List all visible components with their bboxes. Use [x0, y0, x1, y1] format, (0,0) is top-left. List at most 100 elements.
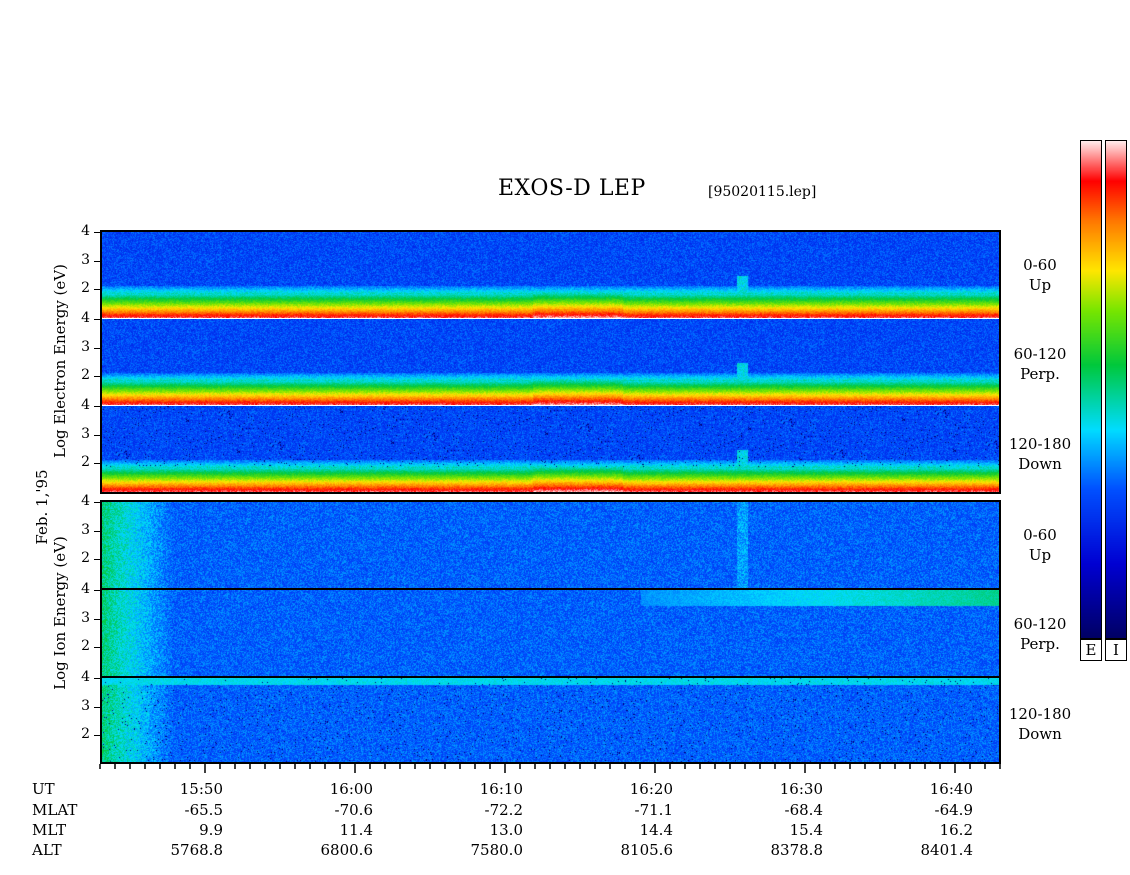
spectrogram-electron-down [102, 406, 999, 492]
ephemeris-value: -72.2 [484, 801, 523, 819]
y-tick-mark [94, 406, 100, 407]
time-axis [99, 764, 1001, 773]
ephemeris-row-label: UT [32, 780, 55, 798]
y-tick-label: 3 [81, 697, 90, 714]
y-tick-mark [94, 434, 100, 436]
spectrogram-ion-down [102, 678, 999, 762]
ephemeris-value: 7580.0 [470, 841, 524, 859]
channel-direction: Perp. [1020, 365, 1060, 383]
y-tick-mark [94, 260, 100, 262]
y-tick-mark [94, 706, 100, 708]
channel-label: 60-120 Perp. [1000, 344, 1080, 384]
chart-title: EXOS-D LEP [498, 176, 646, 201]
channel-pitch: 120-180 [1008, 435, 1072, 453]
channel-pitch: 60-120 [1013, 615, 1067, 633]
y-tick-label: 2 [81, 726, 90, 743]
colorbar-electron [1081, 141, 1101, 638]
colorbar-ion-frame [1105, 140, 1127, 639]
y-tick-mark [94, 530, 100, 532]
electron-panel-group [100, 230, 1001, 494]
ephemeris-value: -70.6 [334, 801, 373, 819]
y-tick-label: 4 [81, 397, 90, 413]
channel-direction: Up [1028, 276, 1052, 294]
ephemeris-row-label: ALT [32, 841, 62, 859]
spectrogram-electron-perp [102, 319, 999, 405]
y-tick-label: 2 [81, 280, 90, 297]
y-tick-mark [94, 618, 100, 620]
channel-direction: Up [1028, 546, 1052, 564]
ephemeris-value: 11.4 [339, 821, 373, 839]
channel-label: 60-120 Perp. [1000, 614, 1080, 654]
electron-y-axis-label: Log Electron Energy (eV) [51, 264, 69, 458]
y-tick-mark [94, 463, 100, 465]
ephemeris-value: -65.5 [184, 801, 223, 819]
channel-pitch: 0-60 [1023, 256, 1057, 274]
file-name: [95020115.lep] [708, 184, 817, 200]
ion-panel-group [100, 500, 1001, 764]
ephemeris-value: -64.9 [934, 801, 973, 819]
ephemeris-value: 8378.8 [770, 841, 824, 859]
y-tick-label: 3 [81, 521, 90, 538]
y-tick-mark [94, 347, 100, 349]
ephemeris-value: -71.1 [634, 801, 673, 819]
y-tick-label: 2 [81, 550, 90, 567]
colorbar-label-ion: I [1105, 639, 1127, 661]
y-tick-mark [94, 376, 100, 378]
channel-label: 0-60 Up [1000, 525, 1080, 565]
channel-label: 120-180 Down [1000, 704, 1080, 744]
y-tick-label: 2 [81, 454, 90, 471]
ephemeris-value: 15.4 [789, 821, 823, 839]
channel-pitch: 60-120 [1013, 345, 1067, 363]
y-tick-label: 4 [81, 581, 90, 597]
y-tick-label: 3 [81, 609, 90, 626]
channel-direction: Perp. [1020, 635, 1060, 653]
y-tick-mark [94, 678, 100, 679]
y-tick-label: 4 [81, 669, 90, 685]
colorbar-ion [1106, 141, 1126, 638]
y-tick-label: 2 [81, 367, 90, 384]
y-tick-label: 4 [81, 223, 90, 239]
panel-divider [102, 588, 999, 590]
x-tick-label: 16:40 [929, 780, 973, 798]
y-tick-mark [94, 502, 100, 503]
ephemeris-value: 8105.6 [620, 841, 674, 859]
y-tick-mark [94, 647, 100, 649]
y-tick-mark [94, 559, 100, 561]
y-tick-label: 2 [81, 638, 90, 655]
ephemeris-value: 6800.6 [320, 841, 374, 859]
date-label: Feb. 1,'95 [33, 469, 51, 545]
ephemeris-value: -68.4 [784, 801, 823, 819]
colorbar-label-electron: E [1080, 639, 1102, 661]
channel-pitch: 120-180 [1008, 705, 1072, 723]
x-tick-label: 16:00 [329, 780, 373, 798]
y-tick-label: 3 [81, 425, 90, 442]
ephemeris-value: 16.2 [939, 821, 973, 839]
y-tick-label: 4 [81, 310, 90, 326]
y-tick-mark [94, 735, 100, 737]
ephemeris-value: 8401.4 [920, 841, 974, 859]
x-tick-label: 16:30 [779, 780, 823, 798]
ephemeris-value: 9.9 [199, 821, 223, 839]
y-tick-label: 3 [81, 338, 90, 355]
panel-divider [102, 676, 999, 678]
x-tick-label: 16:10 [479, 780, 523, 798]
ephemeris-value: 14.4 [639, 821, 673, 839]
x-tick-label: 16:20 [629, 780, 673, 798]
ephemeris-row-label: MLT [32, 821, 67, 839]
colorbar-electron-frame [1080, 140, 1102, 639]
channel-direction: Down [1018, 455, 1062, 473]
x-tick-label: 15:50 [179, 780, 223, 798]
y-tick-label: 3 [81, 251, 90, 268]
y-tick-mark [94, 232, 100, 233]
channel-label: 120-180 Down [1000, 434, 1080, 474]
ephemeris-row-label: MLAT [32, 801, 78, 819]
y-tick-mark [94, 590, 100, 591]
channel-pitch: 0-60 [1023, 526, 1057, 544]
spectrogram-electron-up [102, 232, 999, 318]
ephemeris-value: 5768.8 [170, 841, 224, 859]
y-tick-mark [94, 319, 100, 320]
y-tick-label: 4 [81, 493, 90, 509]
spectrogram-ion-up [102, 502, 999, 588]
spectrogram-ion-perp [102, 590, 999, 676]
y-tick-mark [94, 289, 100, 291]
